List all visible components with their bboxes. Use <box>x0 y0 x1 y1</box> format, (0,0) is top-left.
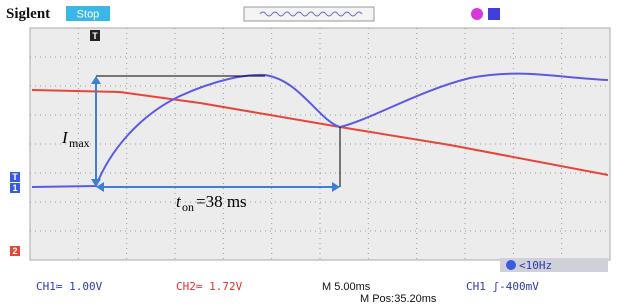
icon <box>488 8 500 20</box>
ch1-marker-text: 1 <box>12 183 17 193</box>
freq-box <box>500 258 608 272</box>
trigger-pos-text: T <box>92 31 98 41</box>
status: Stop <box>77 9 100 21</box>
scope-screen: Siglent Stop I max t on =38 ms T T 1 2 <… <box>0 0 624 306</box>
timebase: M 5.00ms <box>322 281 371 293</box>
ch2-marker-text: 2 <box>12 246 17 256</box>
brand: Siglent <box>6 6 50 22</box>
position: M Pos:35.20ms <box>360 293 437 305</box>
imax-subscript: max <box>69 136 90 150</box>
memory-bar <box>244 7 374 21</box>
icon <box>471 8 483 20</box>
trigger-level-text: T <box>12 172 18 182</box>
freq-icon <box>506 260 516 270</box>
ton-value: =38 ms <box>196 192 247 211</box>
ch2-scale: CH2≔ 1.72V <box>176 280 243 293</box>
trigger-setting: CH1 ʃ-400mV <box>466 280 539 293</box>
ch1-scale: CH1≔ 1.00V <box>36 280 103 293</box>
page: Siglent Stop I max t on =38 ms T T 1 2 <… <box>0 0 624 306</box>
ton-subscript: on <box>182 200 194 214</box>
freq: <10Hz <box>519 259 552 272</box>
